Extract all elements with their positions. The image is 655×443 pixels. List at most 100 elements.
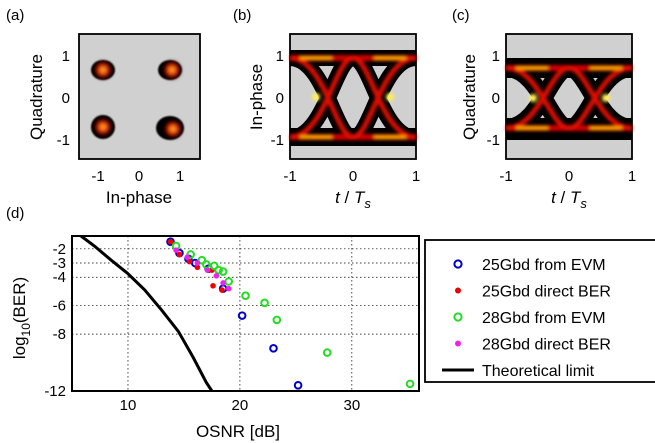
theoretical-limit-line <box>80 236 214 391</box>
x-tick-label: 0 <box>135 168 143 185</box>
constellation-cluster <box>91 115 115 139</box>
y-axis-label-log: log <box>10 336 29 359</box>
data-point <box>260 298 269 308</box>
x-tick-labels: -1 0 1 <box>283 168 420 185</box>
data-point <box>209 261 219 271</box>
x-tick-labels: 10 20 30 <box>120 397 361 414</box>
data-point <box>241 291 250 301</box>
x-tick-label: -1 <box>91 168 104 185</box>
data-point <box>237 311 247 320</box>
legend-swatch <box>455 287 461 294</box>
data-point <box>197 255 207 265</box>
y-tick-label: -4 <box>53 269 66 286</box>
legend-swatch <box>453 259 463 269</box>
x-tick-label: 1 <box>412 168 420 185</box>
x-axis-label: OSNR [dB] <box>196 422 280 441</box>
data-point <box>176 251 183 258</box>
data-point <box>210 282 216 289</box>
x-axis-label-sub: s <box>580 196 587 211</box>
data-point <box>194 260 201 266</box>
legend: 25Gbd from EVM 25Gbd direct BER 28Gbd from… <box>424 239 655 383</box>
data-point <box>186 258 193 265</box>
grid-lines <box>72 236 419 391</box>
x-tick-label: -1 <box>499 168 512 185</box>
x-tick-label: 1 <box>176 168 184 185</box>
x-tick-label: 20 <box>232 397 249 414</box>
plot-frame <box>71 235 420 392</box>
x-axis-label: t / Ts <box>551 188 587 211</box>
data-point <box>194 264 201 271</box>
eye-plot-area <box>505 33 633 160</box>
data-point <box>224 277 234 286</box>
constellation-points <box>91 60 184 140</box>
data-point <box>166 237 175 246</box>
x-axis-label: In-phase <box>106 188 172 207</box>
y-tick-label: -1 <box>487 132 500 149</box>
data-point <box>218 267 228 276</box>
x-axis-label-sub: s <box>364 196 371 211</box>
x-tick-label: 10 <box>120 397 137 414</box>
legend-label: 25Gbd from EVM <box>482 257 606 274</box>
data-point <box>204 267 211 273</box>
x-tick-label: 0 <box>565 168 573 185</box>
y-tick-label: -8 <box>53 326 66 343</box>
data-point <box>202 260 211 269</box>
y-axis-label: Quadrature <box>27 54 46 140</box>
x-axis-label-T: T <box>570 188 582 207</box>
data-point <box>269 344 278 353</box>
y-tick-label: 1 <box>62 48 70 65</box>
y-tick-labels: -2-3-4 -6 -8 -12 <box>44 241 66 400</box>
x-tick-label: 30 <box>343 397 360 414</box>
x-axis-label-sep: / <box>340 188 354 207</box>
eye-diagram-panel-quadrature: (c) 1 0 -1 -1 0 1 <box>452 7 636 211</box>
eye-traces <box>504 58 634 140</box>
data-point <box>272 315 282 325</box>
data-point <box>167 238 174 245</box>
x-axis-label: t / Ts <box>335 188 371 211</box>
data-point <box>405 379 415 389</box>
x-axis-label-t: t <box>335 188 341 207</box>
y-tick-label: -1 <box>57 132 70 149</box>
data-point <box>184 254 191 261</box>
y-tick-labels: 1 0 -1 <box>271 48 284 149</box>
y-axis-label: log10(BER) <box>10 277 33 359</box>
constellation-cluster <box>158 60 182 80</box>
legend-label: 25Gbd direct BER <box>482 284 611 301</box>
legend-item: 28Gbd from EVM <box>453 310 606 327</box>
legend-label: Theoretical limit <box>482 363 595 380</box>
y-tick-labels: 1 0 -1 <box>57 48 70 149</box>
y-tick-label: 0 <box>276 90 284 107</box>
data-point <box>186 250 195 259</box>
ber-osnr-chart: (d) -2-3-4-6-8-12 10 20 30 OSNR [dB] log10… <box>6 205 420 441</box>
legend-box <box>424 239 655 383</box>
data-series <box>80 236 415 391</box>
y-tick-label: -1 <box>271 132 284 149</box>
y-tick-label: 1 <box>492 48 500 65</box>
legend-item: Theoretical limit <box>442 363 595 380</box>
x-tick-labels: -1 0 1 <box>91 168 184 185</box>
y-axis-label-arg: (BER) <box>10 277 29 323</box>
x-axis-label-sep: / <box>556 188 570 207</box>
y-tick-label: 0 <box>62 90 70 107</box>
y-tick-label: -2 <box>53 241 66 258</box>
data-point <box>220 280 226 286</box>
x-axis-label-t: t <box>551 188 557 207</box>
constellation-cluster <box>156 116 184 140</box>
legend-label: 28Gbd direct BER <box>482 337 611 354</box>
x-tick-label: 0 <box>349 168 357 185</box>
eye-diagram-panel-inphase: (b) 1 0 -1 -1 0 1 <box>233 7 420 211</box>
x-tick-label: 1 <box>628 168 636 185</box>
data-point <box>173 247 179 254</box>
y-tick-label: 1 <box>276 48 284 65</box>
panel-label-b: (b) <box>233 7 251 24</box>
legend-item: 25Gbd from EVM <box>453 257 606 274</box>
legend-swatch <box>453 312 463 322</box>
x-tick-label: -1 <box>283 168 296 185</box>
data-point <box>214 265 223 275</box>
constellation-panel: (a) 1 0 -1 -1 0 1 In-phase Quadrature <box>6 7 201 207</box>
panel-label-a: (a) <box>6 7 24 24</box>
eye-traces <box>288 49 418 147</box>
y-tick-label: 0 <box>492 90 500 107</box>
x-axis-label-T: T <box>354 188 366 207</box>
